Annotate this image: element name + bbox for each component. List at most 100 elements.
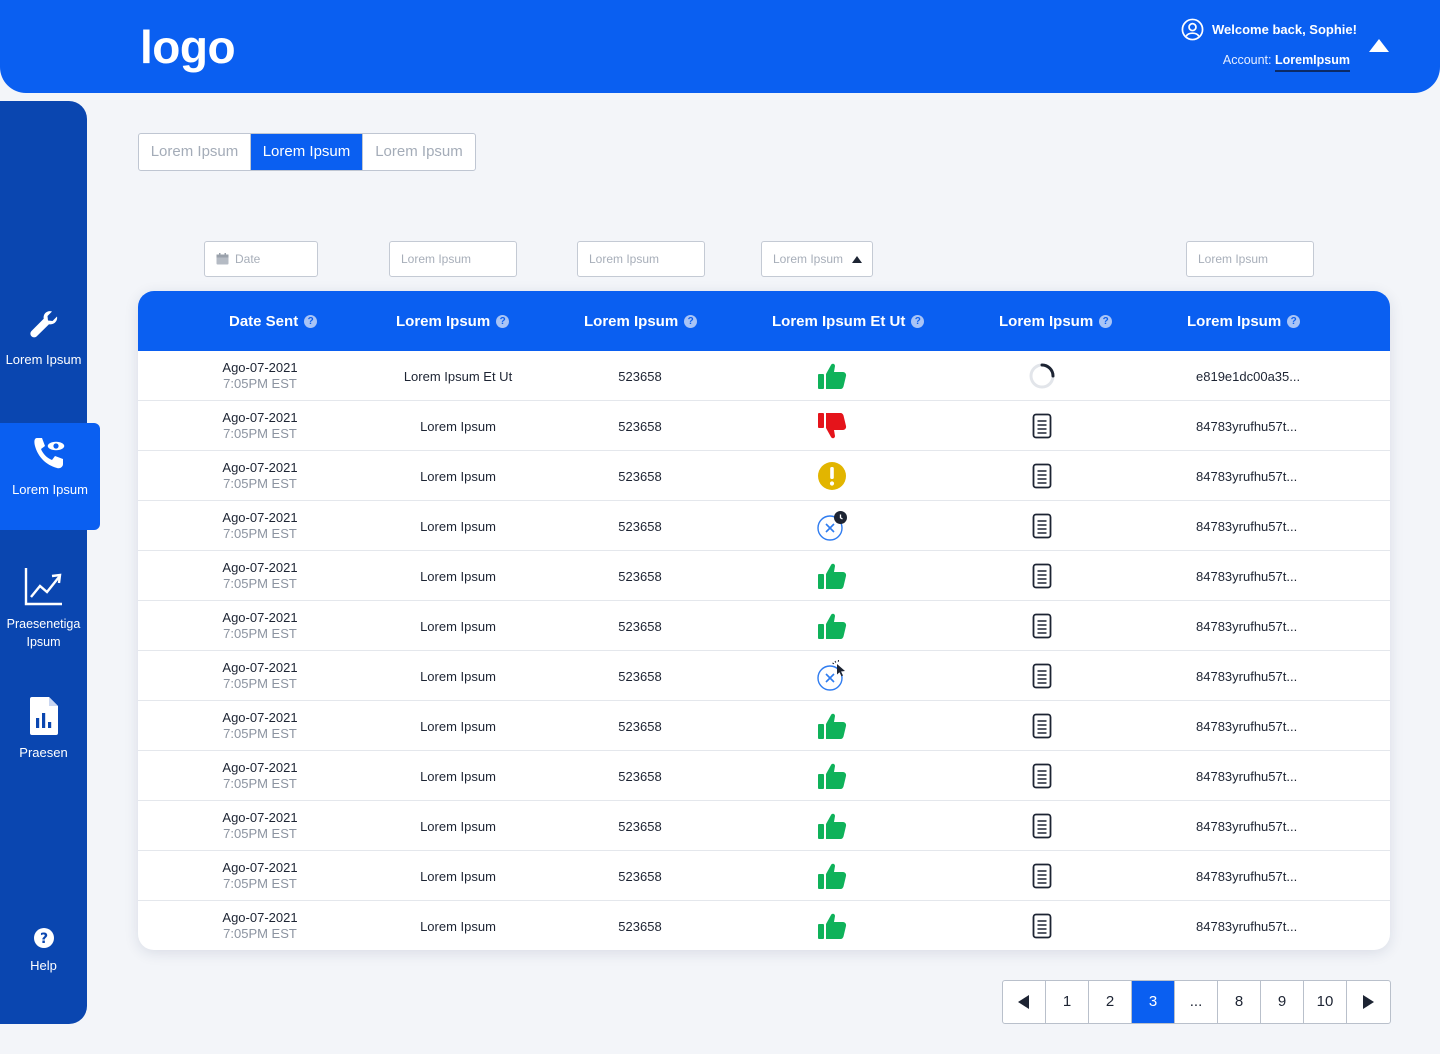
prev-page-button[interactable]: [1003, 981, 1046, 1023]
caret-up-icon[interactable]: [1368, 38, 1390, 54]
status-cell[interactable]: [802, 351, 862, 401]
name-cell: Lorem Ipsum: [420, 568, 496, 584]
document-cell[interactable]: [1012, 801, 1072, 851]
status-cell[interactable]: [802, 501, 862, 551]
page-button-2[interactable]: 2: [1089, 981, 1132, 1023]
help-icon[interactable]: ?: [304, 314, 318, 328]
table-row[interactable]: Ago-07-2021 7:05PM EST Lorem Ipsum 523658 84…: [138, 851, 1390, 901]
logo[interactable]: logo: [140, 21, 236, 73]
document-cell[interactable]: [1012, 701, 1072, 751]
status-cell[interactable]: [802, 751, 862, 801]
status-cell[interactable]: [802, 851, 862, 901]
wrench-icon: [29, 311, 57, 338]
thumbs-up-icon: [818, 613, 847, 639]
hash-cell: e819e1dc00a35...: [1196, 368, 1301, 384]
table-row[interactable]: Ago-07-2021 7:05PM EST Lorem Ipsum Et Ut 52…: [138, 351, 1390, 401]
column-header-date-sent[interactable]: Date Sent?: [229, 313, 318, 330]
document-cell[interactable]: [1012, 451, 1072, 501]
status-cell[interactable]: [802, 551, 862, 601]
phone-eye-icon: [34, 438, 66, 469]
filter-input-2[interactable]: Lorem Ipsum: [389, 241, 517, 277]
document-cell[interactable]: [1012, 601, 1072, 651]
table-row[interactable]: Ago-07-2021 7:05PM EST Lorem Ipsum 523658 84…: [138, 751, 1390, 801]
filter-input-5[interactable]: Lorem Ipsum: [1186, 241, 1314, 277]
arrow-left-icon: [1018, 995, 1029, 1009]
table-row[interactable]: Ago-07-2021 7:05PM EST Lorem Ipsum 523658 84…: [138, 501, 1390, 551]
column-header-4[interactable]: Lorem Ipsum Et Ut?: [772, 313, 925, 330]
status-cell[interactable]: [802, 651, 862, 701]
sidebar-item-analytics[interactable]: Praesenetiga Ipsum: [0, 565, 87, 651]
document-icon: [1032, 563, 1052, 589]
table-row[interactable]: Ago-07-2021 7:05PM EST Lorem Ipsum 523658 84…: [138, 601, 1390, 651]
status-cell[interactable]: [802, 701, 862, 751]
tab-2[interactable]: Lorem Ipsum: [251, 134, 363, 170]
help-icon[interactable]: ?: [1287, 314, 1301, 328]
help-icon[interactable]: ?: [684, 314, 698, 328]
status-cell[interactable]: [802, 801, 862, 851]
date-sent-cell: Ago-07-2021 7:05PM EST: [190, 351, 330, 401]
table-row[interactable]: Ago-07-2021 7:05PM EST Lorem Ipsum 523658 84…: [138, 901, 1390, 950]
table-row[interactable]: Ago-07-2021 7:05PM EST Lorem Ipsum 523658 84…: [138, 701, 1390, 751]
date-text: Ago-07-2021: [222, 660, 298, 675]
table-row[interactable]: Ago-07-2021 7:05PM EST Lorem Ipsum 523658 84…: [138, 801, 1390, 851]
date-text: Ago-07-2021: [222, 410, 298, 425]
thumbs-up-icon: [818, 563, 847, 589]
column-header-5[interactable]: Lorem Ipsum?: [999, 313, 1113, 330]
status-cell[interactable]: [802, 601, 862, 651]
sidebar-item-tools[interactable]: Lorem Ipsum: [0, 307, 87, 369]
status-cell[interactable]: [802, 901, 862, 950]
sidebar-item-label: Praesenetiga Ipsum: [6, 617, 81, 649]
date-sent-cell: Ago-07-2021 7:05PM EST: [190, 601, 330, 651]
document-cell[interactable]: [1012, 501, 1072, 551]
page-button-3[interactable]: 3: [1132, 981, 1175, 1023]
sidebar-item-reports[interactable]: Praesen: [0, 696, 87, 762]
document-cell[interactable]: [1012, 351, 1072, 401]
account-name[interactable]: LoremIpsum: [1274, 53, 1350, 72]
data-table: Date Sent? Lorem Ipsum? Lorem Ipsum? Lor…: [138, 291, 1390, 950]
page-button-1[interactable]: 1: [1046, 981, 1089, 1023]
time-text: 7:05PM EST: [223, 726, 297, 741]
thumbs-up-icon: [818, 363, 847, 389]
sidebar-item-help[interactable]: ? Help: [0, 927, 87, 975]
id-cell: 523658: [618, 768, 662, 784]
name-cell: Lorem Ipsum: [420, 818, 496, 834]
document-icon: [1032, 913, 1052, 939]
table-row[interactable]: Ago-07-2021 7:05PM EST Lorem Ipsum 523658 84…: [138, 651, 1390, 701]
column-header-3[interactable]: Lorem Ipsum?: [584, 313, 698, 330]
thumbs-up-icon: [818, 913, 847, 939]
date-text: Ago-07-2021: [222, 810, 298, 825]
page-button-9[interactable]: 9: [1261, 981, 1304, 1023]
document-cell[interactable]: [1012, 651, 1072, 701]
hash-cell: 84783yrufhu57t...: [1196, 418, 1298, 434]
column-header-2[interactable]: Lorem Ipsum?: [396, 313, 510, 330]
sidebar-item-calls[interactable]: Lorem Ipsum: [0, 423, 100, 530]
status-cell[interactable]: [802, 401, 862, 451]
filter-dropdown-4[interactable]: Lorem Ipsum: [761, 241, 873, 277]
filter-input-3[interactable]: Lorem Ipsum: [577, 241, 705, 277]
help-icon[interactable]: ?: [496, 314, 510, 328]
document-cell[interactable]: [1012, 551, 1072, 601]
date-filter-input[interactable]: Date: [204, 241, 318, 277]
status-cell[interactable]: [802, 451, 862, 501]
table-row[interactable]: Ago-07-2021 7:05PM EST Lorem Ipsum 523658 84…: [138, 451, 1390, 501]
tab-1[interactable]: Lorem Ipsum: [139, 134, 251, 170]
page-button-10[interactable]: 10: [1304, 981, 1347, 1023]
document-cell[interactable]: [1012, 851, 1072, 901]
time-text: 7:05PM EST: [223, 826, 297, 841]
help-icon[interactable]: ?: [1099, 314, 1113, 328]
column-header-6[interactable]: Lorem Ipsum?: [1187, 313, 1301, 330]
next-page-button[interactable]: [1347, 981, 1390, 1023]
document-cell[interactable]: [1012, 401, 1072, 451]
help-icon[interactable]: ?: [911, 314, 925, 328]
user-greeting[interactable]: Welcome back, Sophie!: [1181, 18, 1357, 41]
tab-3[interactable]: Lorem Ipsum: [375, 143, 463, 160]
time-text: 7:05PM EST: [223, 576, 297, 591]
document-cell[interactable]: [1012, 901, 1072, 950]
table-row[interactable]: Ago-07-2021 7:05PM EST Lorem Ipsum 523658 84…: [138, 401, 1390, 451]
sidebar-item-label: Lorem Ipsum: [5, 352, 82, 367]
table-row[interactable]: Ago-07-2021 7:05PM EST Lorem Ipsum 523658 84…: [138, 551, 1390, 601]
page-button-8[interactable]: 8: [1218, 981, 1261, 1023]
document-cell[interactable]: [1012, 751, 1072, 801]
document-icon: [1032, 613, 1052, 639]
date-sent-cell: Ago-07-2021 7:05PM EST: [190, 751, 330, 801]
